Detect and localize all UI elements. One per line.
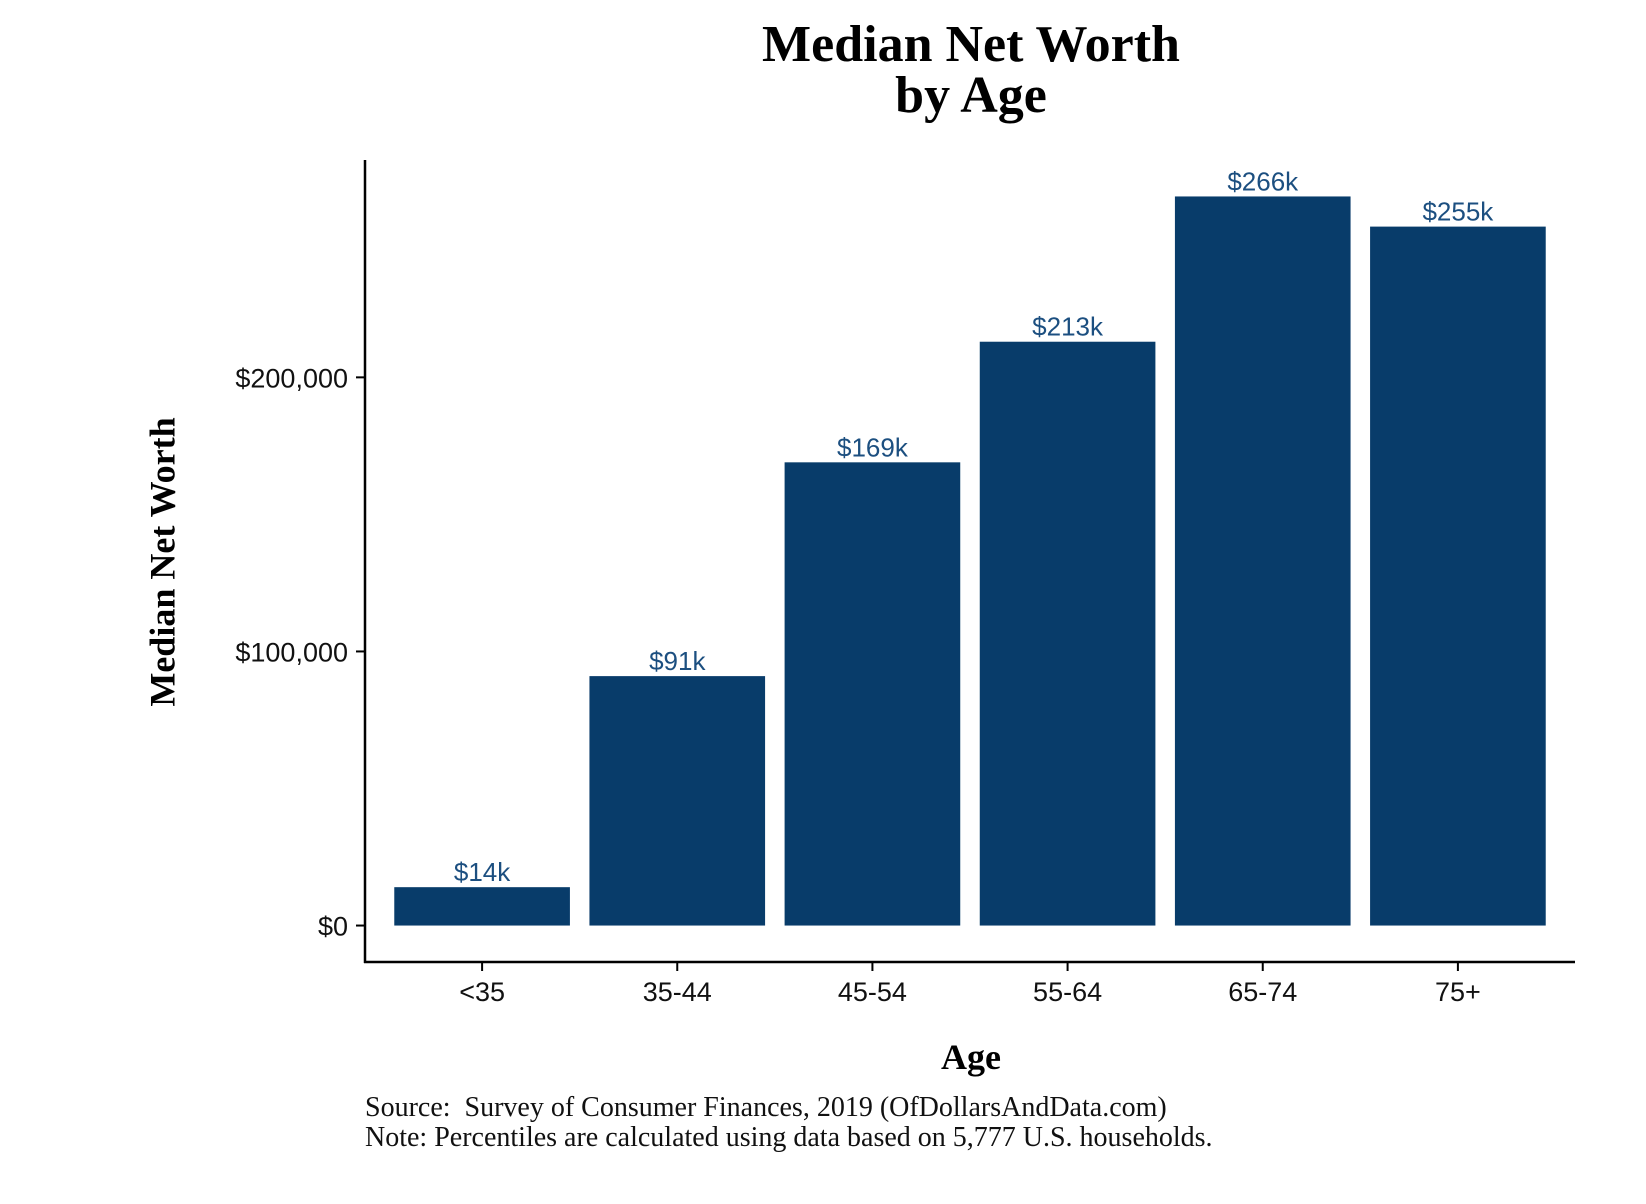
x-ticks: <35 35-44 45-54 55-64 65-74 75+ (459, 962, 1481, 1007)
bar-55-64 (979, 341, 1156, 926)
y-tick-label-0: $0 (318, 912, 348, 942)
data-label-45-54: $169k (837, 432, 909, 462)
chart-title-line-2: by Age (895, 67, 1047, 124)
x-axis: <35 35-44 45-54 55-64 65-74 75+ (364, 960, 1575, 1007)
x-tick-label-lt35: <35 (459, 977, 505, 1007)
y-axis: $0 $100,000 $200,000 (235, 160, 367, 963)
data-labels-layer: $14k $91k $169k $213k $266k $255k (454, 166, 1494, 887)
source-note: Source: Survey of Consumer Finances, 201… (365, 1092, 1167, 1123)
bar-35-44 (589, 676, 766, 926)
footnotes: Source: Survey of Consumer Finances, 201… (365, 1092, 1213, 1153)
y-tick-label-2: $200,000 (235, 363, 348, 393)
x-tick-label-55-64: 55-64 (1033, 977, 1102, 1007)
data-label-55-64: $213k (1032, 312, 1104, 342)
data-label-75plus: $255k (1422, 197, 1494, 227)
bar-75plus (1370, 226, 1546, 926)
bar-lt35 (394, 887, 570, 926)
x-tick-label-45-54: 45-54 (838, 977, 907, 1007)
chart-title: Median Net Worth by Age (762, 16, 1180, 124)
bar-65-74 (1174, 196, 1351, 926)
x-axis-title: Age (941, 1037, 1001, 1077)
data-label-65-74: $266k (1227, 166, 1299, 196)
x-tick-label-35-44: 35-44 (643, 977, 712, 1007)
chart-title-line-1: Median Net Worth (762, 16, 1180, 73)
y-axis-title: Median Net Worth (142, 417, 182, 706)
data-label-lt35: $14k (454, 857, 511, 887)
bars-layer (394, 196, 1546, 926)
x-tick-label-75plus: 75+ (1435, 977, 1481, 1007)
y-tick-label-1: $100,000 (235, 637, 348, 667)
data-label-35-44: $91k (649, 646, 706, 676)
y-ticks: $0 $100,000 $200,000 (235, 363, 365, 942)
sample-note: Note: Percentiles are calculated using d… (365, 1122, 1213, 1153)
bar-45-54 (784, 462, 961, 926)
x-tick-label-65-74: 65-74 (1228, 977, 1297, 1007)
